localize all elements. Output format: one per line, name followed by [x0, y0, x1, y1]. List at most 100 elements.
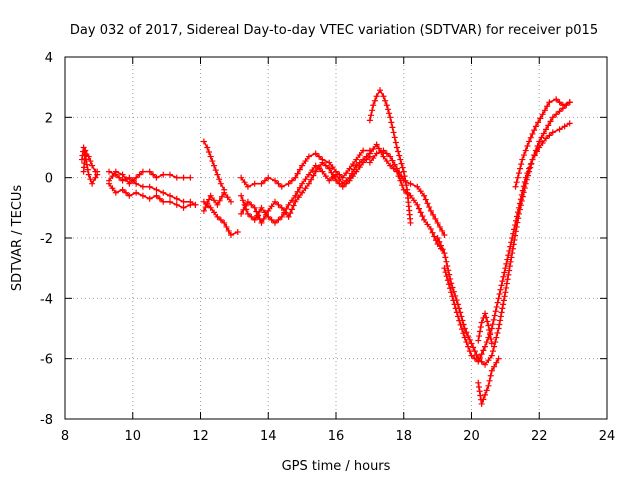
- data-point: [109, 173, 116, 180]
- x-tick-label: 10: [124, 429, 141, 444]
- data-point: [173, 174, 180, 181]
- data-point: [531, 127, 538, 134]
- data-point: [139, 192, 146, 199]
- data-point: [465, 343, 472, 350]
- data-point: [234, 228, 241, 235]
- data-point: [521, 152, 528, 159]
- data-point: [87, 176, 94, 183]
- y-tick-label: -2: [40, 232, 53, 247]
- data-point: [119, 171, 126, 178]
- data-point: [370, 102, 377, 109]
- data-point: [457, 321, 464, 328]
- data-point: [480, 347, 487, 354]
- data-point: [173, 201, 180, 208]
- data-point: [540, 130, 547, 137]
- data-point: [312, 162, 319, 169]
- data-point: [278, 213, 285, 220]
- data-point: [538, 134, 545, 141]
- data-point: [454, 313, 461, 320]
- data-point: [471, 355, 478, 362]
- data-point: [153, 174, 160, 181]
- data-point: [84, 166, 91, 173]
- data-point: [221, 189, 228, 196]
- data-point: [511, 226, 518, 233]
- data-point: [253, 212, 260, 219]
- data-point: [261, 177, 268, 184]
- data-point: [404, 189, 411, 196]
- data-point: [375, 145, 382, 152]
- data-point: [475, 337, 482, 344]
- data-point: [363, 153, 370, 160]
- data-point: [441, 265, 448, 272]
- data-point: [329, 164, 336, 171]
- data-point: [549, 114, 556, 121]
- data-point: [441, 231, 448, 238]
- data-point: [390, 165, 397, 172]
- data-point: [370, 146, 377, 153]
- data-point: [87, 158, 94, 165]
- data-point: [490, 316, 497, 323]
- data-point: [294, 188, 301, 195]
- data-point: [383, 158, 390, 165]
- data-point: [503, 280, 510, 287]
- data-point: [539, 111, 546, 118]
- data-point: [434, 235, 441, 241]
- data-point: [422, 196, 429, 203]
- data-point: [486, 327, 493, 334]
- data-point: [497, 286, 504, 293]
- data-point: [351, 166, 358, 173]
- data-point: [192, 201, 199, 208]
- data-point: [302, 176, 309, 183]
- data-point: [493, 359, 500, 366]
- data-point: [82, 147, 89, 154]
- data-point: [444, 277, 451, 284]
- data-point: [180, 198, 187, 205]
- data-point: [414, 183, 421, 190]
- data-point: [89, 180, 96, 187]
- data-point: [387, 162, 394, 169]
- data-point: [373, 150, 380, 157]
- data-point: [200, 207, 207, 214]
- data-point: [329, 174, 336, 181]
- data-point: [156, 195, 163, 202]
- data-point: [309, 167, 316, 174]
- data-point: [106, 168, 113, 175]
- data-point: [513, 179, 520, 186]
- data-point: [244, 210, 251, 217]
- data-point: [217, 180, 224, 187]
- data-point: [383, 102, 390, 109]
- data-point: [272, 177, 279, 184]
- data-point: [441, 250, 448, 257]
- data-point: [322, 162, 329, 169]
- x-tick-label: 20: [463, 429, 480, 444]
- data-point: [384, 106, 391, 113]
- data-point: [452, 305, 459, 312]
- data-point: [496, 321, 503, 328]
- data-point: [302, 185, 309, 192]
- data-point: [380, 153, 387, 160]
- data-point: [214, 201, 221, 208]
- plot-area: [78, 87, 573, 408]
- data-point: [484, 318, 491, 325]
- data-point: [268, 203, 275, 210]
- data-point: [501, 293, 508, 300]
- data-point: [426, 204, 433, 211]
- data-point: [265, 213, 272, 220]
- data-point: [526, 165, 533, 172]
- data-point: [92, 174, 99, 181]
- data-point: [343, 170, 350, 177]
- data-point: [424, 221, 431, 228]
- data-point: [366, 117, 373, 124]
- data-point: [465, 333, 472, 340]
- data-point: [460, 330, 467, 337]
- data-point: [463, 339, 470, 346]
- data-point: [278, 183, 285, 190]
- data-point: [227, 231, 234, 238]
- data-point: [395, 173, 402, 180]
- data-point: [319, 159, 326, 166]
- data-point: [414, 201, 421, 208]
- x-tick-label: 22: [531, 429, 548, 444]
- data-point: [526, 138, 533, 145]
- data-point: [478, 351, 485, 358]
